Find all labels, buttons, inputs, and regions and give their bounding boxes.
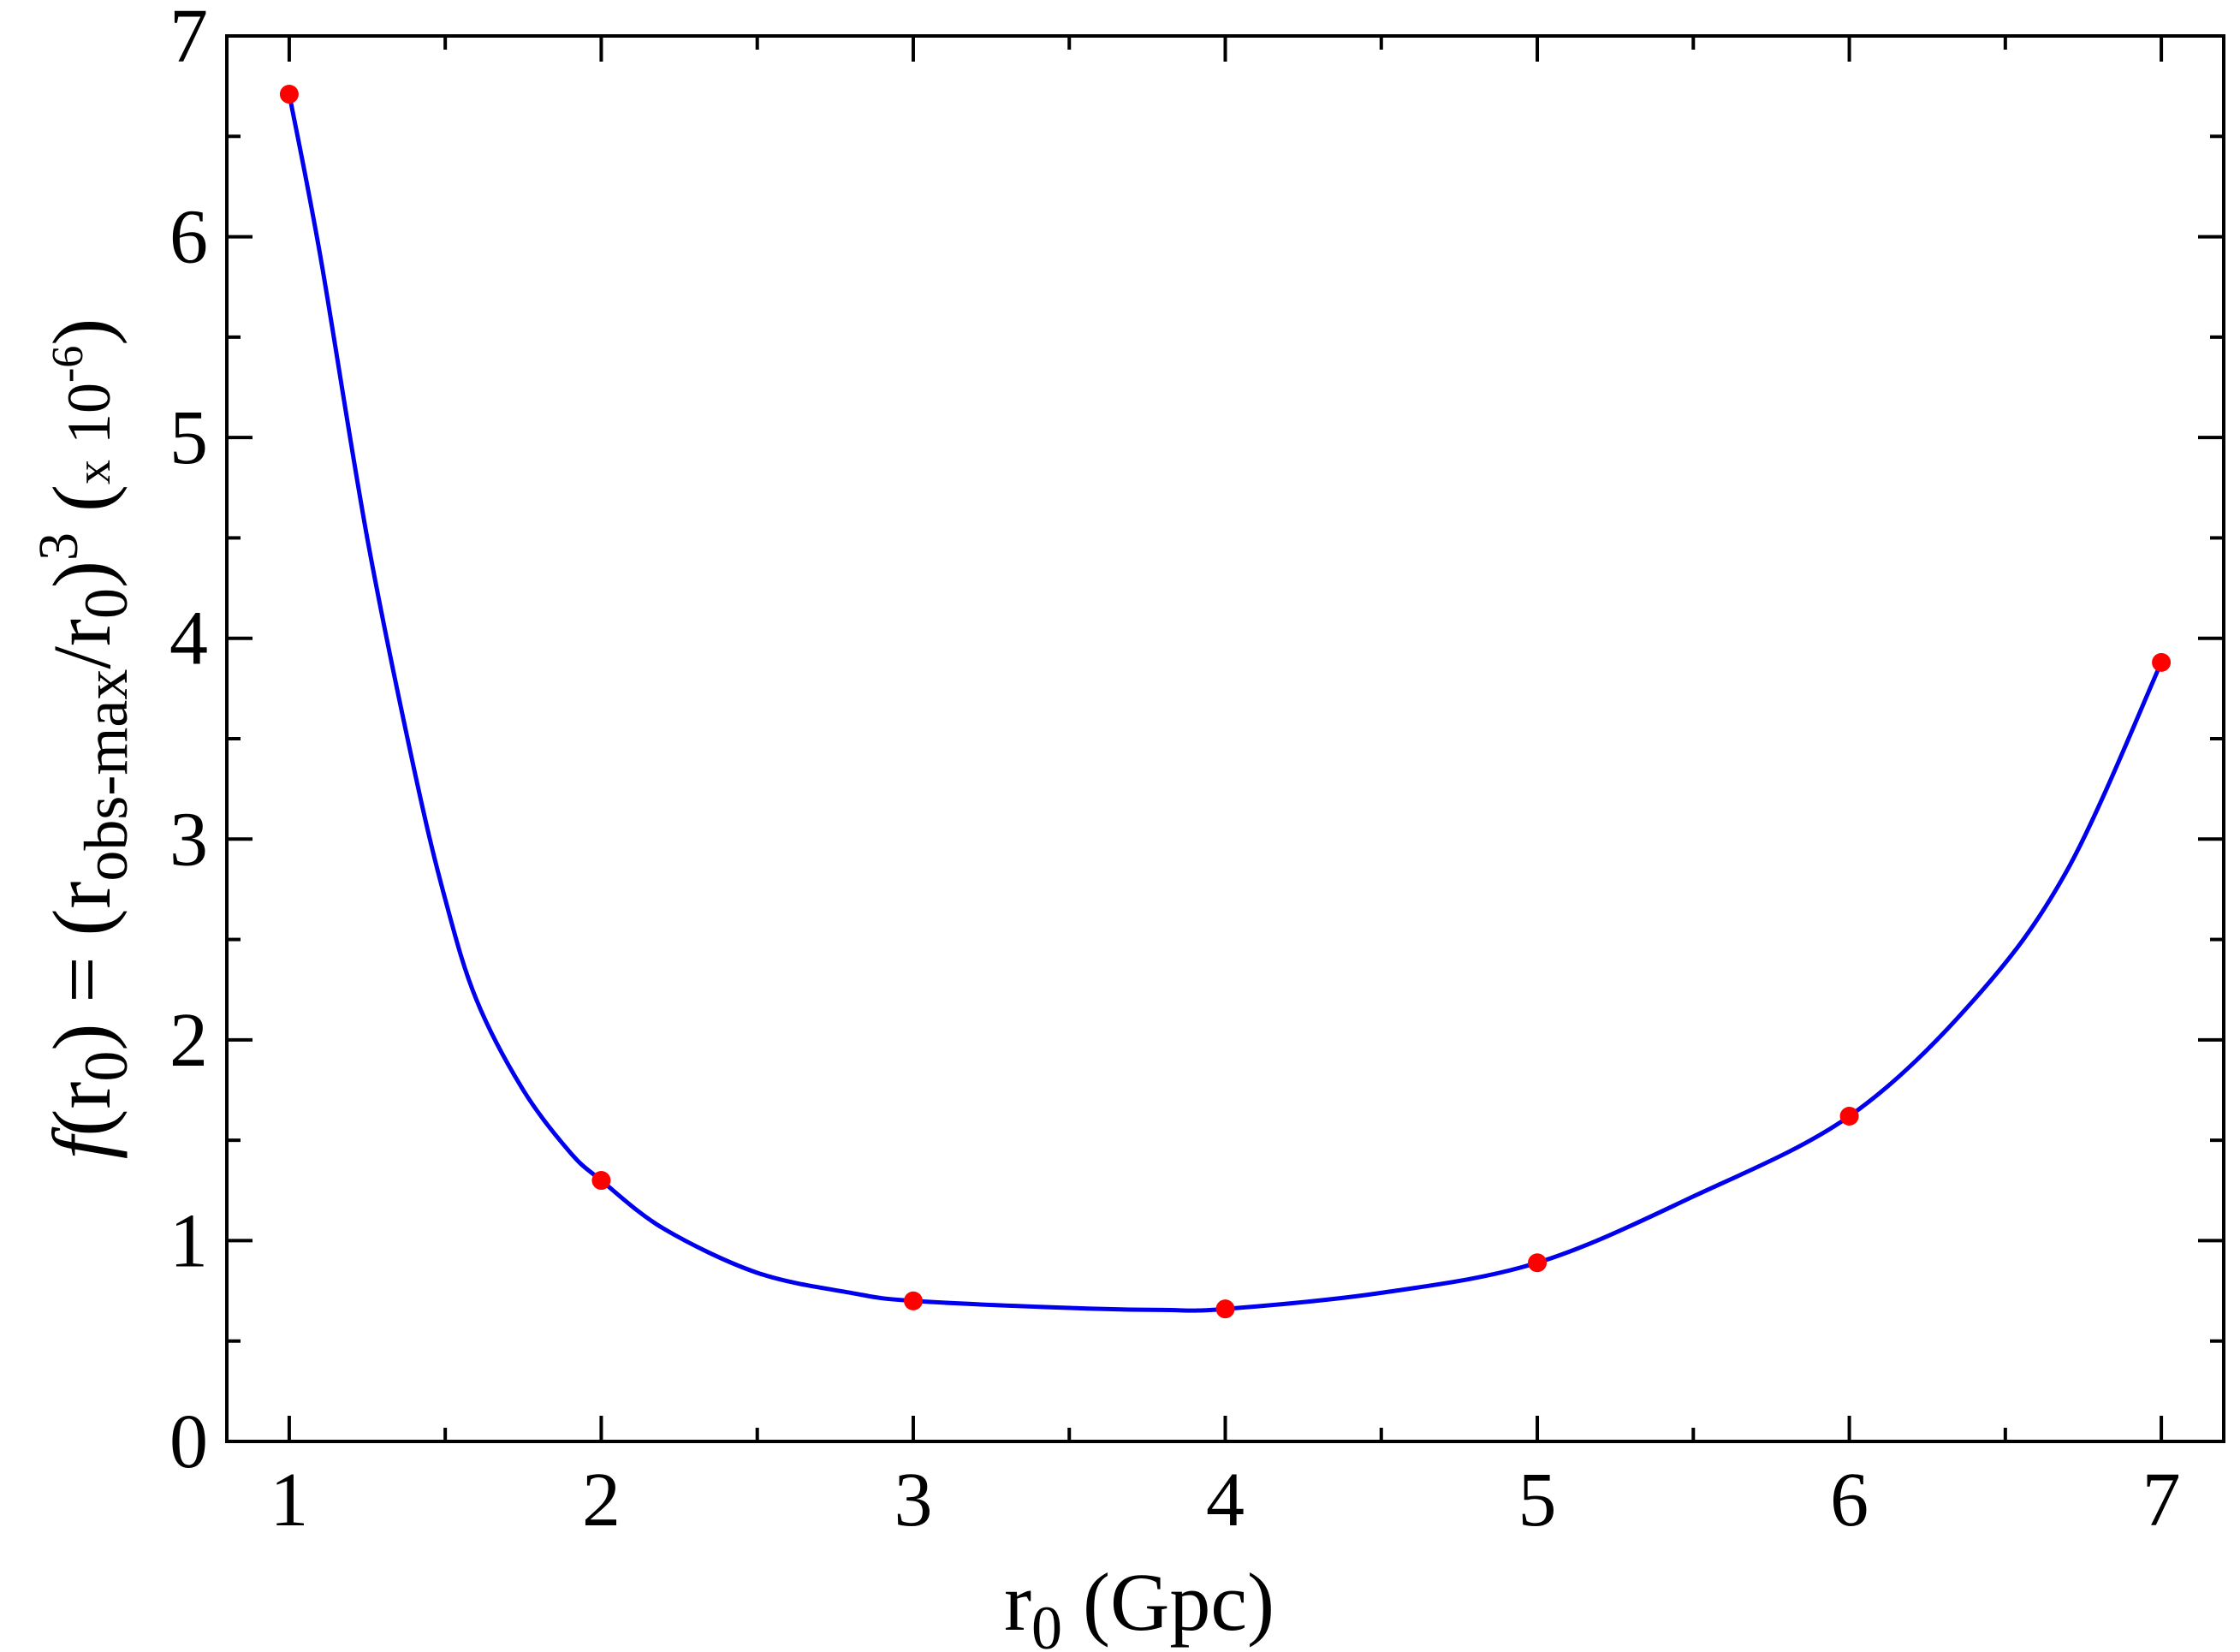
- x-tick-label: 3: [894, 1458, 932, 1542]
- data-point: [1215, 1299, 1235, 1319]
- y-axis-title-p7: ): [36, 318, 128, 346]
- y-tick-label: 7: [169, 0, 208, 79]
- y-axis-title-sup2: -6: [44, 346, 92, 383]
- y-axis-title-p1: (r: [36, 1082, 128, 1137]
- data-point: [279, 85, 299, 104]
- x-tick-label: 1: [270, 1458, 308, 1542]
- x-tick-label: 4: [1206, 1458, 1245, 1542]
- data-point: [903, 1291, 923, 1310]
- y-axis-title-s1: 0: [72, 1051, 140, 1082]
- y-axis-title-sup: 3: [27, 532, 90, 561]
- data-point: [1528, 1253, 1548, 1273]
- y-axis-title-p3: /r: [36, 619, 128, 669]
- x-tick-label: 6: [1830, 1458, 1869, 1542]
- data-point: [1839, 1106, 1859, 1126]
- y-axis-title-x: x: [65, 460, 121, 484]
- y-axis-title-p4: ): [36, 561, 128, 588]
- y-tick-label: 4: [169, 597, 208, 681]
- x-axis-title-rest: (Gpc): [1062, 1556, 1274, 1648]
- y-tick-label: 6: [169, 195, 208, 280]
- data-point: [591, 1171, 611, 1191]
- x-axis-title-sub: 0: [1031, 1594, 1062, 1652]
- y-tick-label: 2: [169, 998, 208, 1083]
- data-point: [2152, 652, 2172, 672]
- x-tick-label: 5: [1518, 1458, 1557, 1542]
- plot-frame: [225, 34, 2225, 1443]
- y-axis-title-p6: 10: [55, 383, 123, 460]
- y-axis-title-p2: ) = (r: [36, 882, 128, 1051]
- series-layer: [279, 85, 2172, 1319]
- y-tick-label: 0: [169, 1399, 208, 1484]
- x-axis-title: r0 (Gpc): [1004, 1556, 1274, 1652]
- x-tick-label: 2: [582, 1458, 621, 1542]
- y-tick-label: 5: [169, 395, 208, 480]
- fit-curve: [287, 93, 2164, 1313]
- y-axis-title-s2: obs-max: [72, 669, 140, 882]
- y-axis-title-p5: (: [36, 484, 128, 532]
- x-axis-title-base: r: [1004, 1556, 1031, 1648]
- y-tick-label: 3: [169, 797, 208, 882]
- axis-ticks: [227, 34, 2224, 1443]
- y-axis-title-s3: 0: [72, 588, 140, 619]
- y-tick-label: 1: [169, 1198, 208, 1283]
- x-tick-label: 7: [2142, 1458, 2181, 1542]
- y-axis-title: f(r0) = (robs-max/r0)3 (x 10-6): [27, 318, 140, 1160]
